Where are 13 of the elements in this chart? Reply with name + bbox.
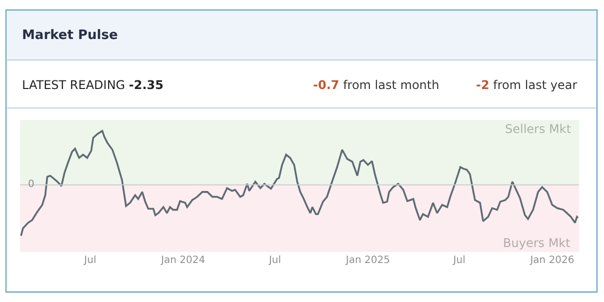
ref-line-label: 0 bbox=[28, 179, 34, 190]
text: -0.7 from last month bbox=[313, 78, 440, 92]
text: -2 from last year bbox=[476, 78, 578, 92]
band-label: Buyers Mkt bbox=[503, 236, 571, 250]
x-tick-label: Jan 2026 bbox=[529, 255, 574, 266]
x-tick-label: Jul bbox=[452, 255, 466, 266]
x-tick-label: Jan 2024 bbox=[160, 255, 206, 266]
chart-subtitle: LATEST READING -2.35 bbox=[22, 78, 164, 92]
x-tick-label: Jul bbox=[83, 255, 96, 266]
x-tick-label: Jan 2025 bbox=[344, 255, 390, 266]
band-label: Sellers Mkt bbox=[505, 122, 572, 136]
chart-title: Market Pulse bbox=[22, 28, 118, 43]
x-tick-label: Jul bbox=[268, 255, 282, 266]
